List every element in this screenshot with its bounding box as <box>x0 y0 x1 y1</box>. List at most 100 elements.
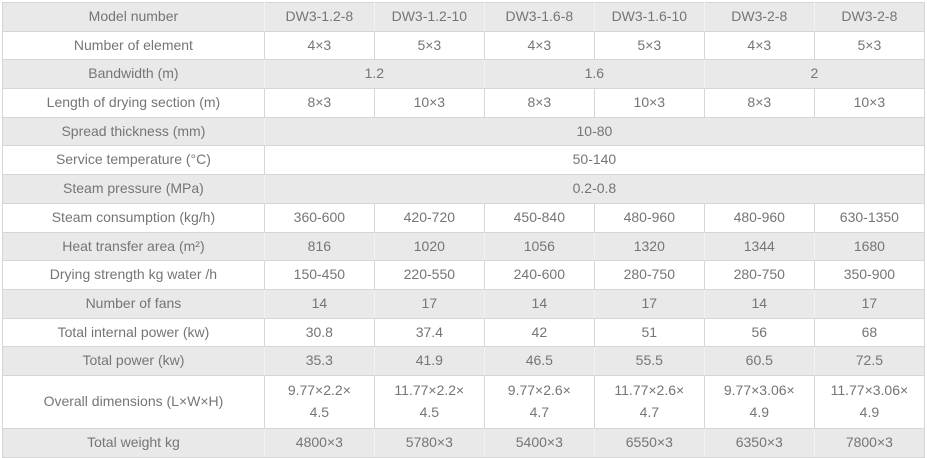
table-cell: 220-550 <box>373 260 485 290</box>
table-cell: DW3-2-8 <box>703 2 815 32</box>
table-cell: 10×3 <box>593 88 705 118</box>
row-label-steam-consumption: Steam consumption (kg/h) <box>2 202 265 233</box>
table-cell: 8×3 <box>263 88 375 118</box>
table-cell: 35.3 <box>263 346 375 376</box>
table-row: Model number DW3-1.2-8 DW3-1.2-10 DW3-1.… <box>2 2 926 32</box>
table-cell: 30.8 <box>263 317 375 348</box>
table-cell: 60.5 <box>703 346 815 376</box>
table-cell: 240-600 <box>483 260 595 290</box>
table-row: Total power (kw) 35.3 41.9 46.5 55.5 60.… <box>2 346 926 376</box>
table-cell: 10-80 <box>263 116 926 147</box>
table-cell: 51 <box>593 317 705 348</box>
row-label-model-number: Model number <box>2 2 265 32</box>
table-row: Service temperature (°C) 50-140 <box>2 145 926 176</box>
table-cell: 1344 <box>703 231 815 262</box>
row-label-steam-pressure: Steam pressure (MPa) <box>2 174 265 204</box>
table-cell: DW3-1.6-10 <box>593 2 705 32</box>
row-label-length-of-drying-section: Length of drying section (m) <box>2 88 265 118</box>
row-label-spread-thickness: Spread thickness (mm) <box>2 116 265 147</box>
table-cell: 5400×3 <box>483 427 595 458</box>
table-cell: 4×3 <box>263 30 375 61</box>
table-cell: 17 <box>373 288 485 319</box>
table-cell: 11.77×2.6× 4.7 <box>593 374 705 429</box>
table-cell: 9.77×2.6× 4.7 <box>483 374 595 429</box>
table-cell: 14 <box>263 288 375 319</box>
table-row: Spread thickness (mm) 10-80 <box>2 116 926 147</box>
table-cell: 55.5 <box>593 346 705 376</box>
table-row: Length of drying section (m) 8×3 10×3 8×… <box>2 88 926 118</box>
table-cell: 1056 <box>483 231 595 262</box>
table-cell: 360-600 <box>263 202 375 233</box>
table-cell: DW3-1.2-10 <box>373 2 485 32</box>
table-cell: 7800×3 <box>813 427 926 458</box>
table-cell: 5×3 <box>373 30 485 61</box>
table-cell: 1680 <box>813 231 926 262</box>
table-row: Number of fans 14 17 14 17 14 17 <box>2 288 926 319</box>
table-cell: 150-450 <box>263 260 375 290</box>
table-cell: 816 <box>263 231 375 262</box>
table-row: Number of element 4×3 5×3 4×3 5×3 4×3 5×… <box>2 30 926 61</box>
table-cell: 4800×3 <box>263 427 375 458</box>
table-cell: 1320 <box>593 231 705 262</box>
table-cell: 630-1350 <box>813 202 926 233</box>
table-cell: 46.5 <box>483 346 595 376</box>
table-row: Overall dimensions (L×W×H) 9.77×2.2× 4.5… <box>2 374 926 429</box>
table-cell: 17 <box>813 288 926 319</box>
table-cell: 17 <box>593 288 705 319</box>
row-label-heat-transfer-area: Heat transfer area (m²) <box>2 231 265 262</box>
table-cell: 1.2 <box>263 59 485 90</box>
table-cell: 42 <box>483 317 595 348</box>
row-label-service-temperature: Service temperature (°C) <box>2 145 265 176</box>
table-cell: 0.2-0.8 <box>263 174 926 204</box>
table-cell: 50-140 <box>263 145 926 176</box>
row-label-total-power: Total power (kw) <box>2 346 265 376</box>
table-cell: 1.6 <box>483 59 705 90</box>
table-cell: 5×3 <box>813 30 926 61</box>
table-cell: 6550×3 <box>593 427 705 458</box>
table-cell: 37.4 <box>373 317 485 348</box>
table-row: Steam pressure (MPa) 0.2-0.8 <box>2 174 926 204</box>
table-cell: 41.9 <box>373 346 485 376</box>
table-cell: 72.5 <box>813 346 926 376</box>
table-cell: 9.77×2.2× 4.5 <box>263 374 375 429</box>
table-row: Bandwidth (m) 1.2 1.6 2 <box>2 59 926 90</box>
table-cell: 450-840 <box>483 202 595 233</box>
row-label-overall-dimensions: Overall dimensions (L×W×H) <box>2 374 265 429</box>
table-cell: 5×3 <box>593 30 705 61</box>
table-cell: 2 <box>703 59 926 90</box>
table-cell: 350-900 <box>813 260 926 290</box>
table-cell: DW3-2-8 <box>813 2 926 32</box>
table-cell: DW3-1.6-8 <box>483 2 595 32</box>
table-cell: 280-750 <box>593 260 705 290</box>
table-row: Steam consumption (kg/h) 360-600 420-720… <box>2 202 926 233</box>
table-row: Total internal power (kw) 30.8 37.4 42 5… <box>2 317 926 348</box>
table-cell: 480-960 <box>703 202 815 233</box>
table-cell: 8×3 <box>703 88 815 118</box>
table-cell: 10×3 <box>813 88 926 118</box>
table-cell: 280-750 <box>703 260 815 290</box>
table-cell: 14 <box>703 288 815 319</box>
table-cell: 8×3 <box>483 88 595 118</box>
table-cell: 11.77×2.2× 4.5 <box>373 374 485 429</box>
table-cell: 9.77×3.06× 4.9 <box>703 374 815 429</box>
row-label-total-weight: Total weight kg <box>2 427 265 458</box>
row-label-total-internal-power: Total internal power (kw) <box>2 317 265 348</box>
table-cell: 4×3 <box>483 30 595 61</box>
row-label-number-of-element: Number of element <box>2 30 265 61</box>
row-label-drying-strength: Drying strength kg water /h <box>2 260 265 290</box>
table-row: Drying strength kg water /h 150-450 220-… <box>2 260 926 290</box>
row-label-bandwidth: Bandwidth (m) <box>2 59 265 90</box>
table-cell: 480-960 <box>593 202 705 233</box>
table-cell: 68 <box>813 317 926 348</box>
table-cell: 11.77×3.06× 4.9 <box>813 374 926 429</box>
table-cell: DW3-1.2-8 <box>263 2 375 32</box>
table-row: Total weight kg 4800×3 5780×3 5400×3 655… <box>2 427 926 458</box>
table-cell: 14 <box>483 288 595 319</box>
table-cell: 5780×3 <box>373 427 485 458</box>
table-cell: 1020 <box>373 231 485 262</box>
table-cell: 6350×3 <box>703 427 815 458</box>
table-cell: 10×3 <box>373 88 485 118</box>
table-cell: 420-720 <box>373 202 485 233</box>
